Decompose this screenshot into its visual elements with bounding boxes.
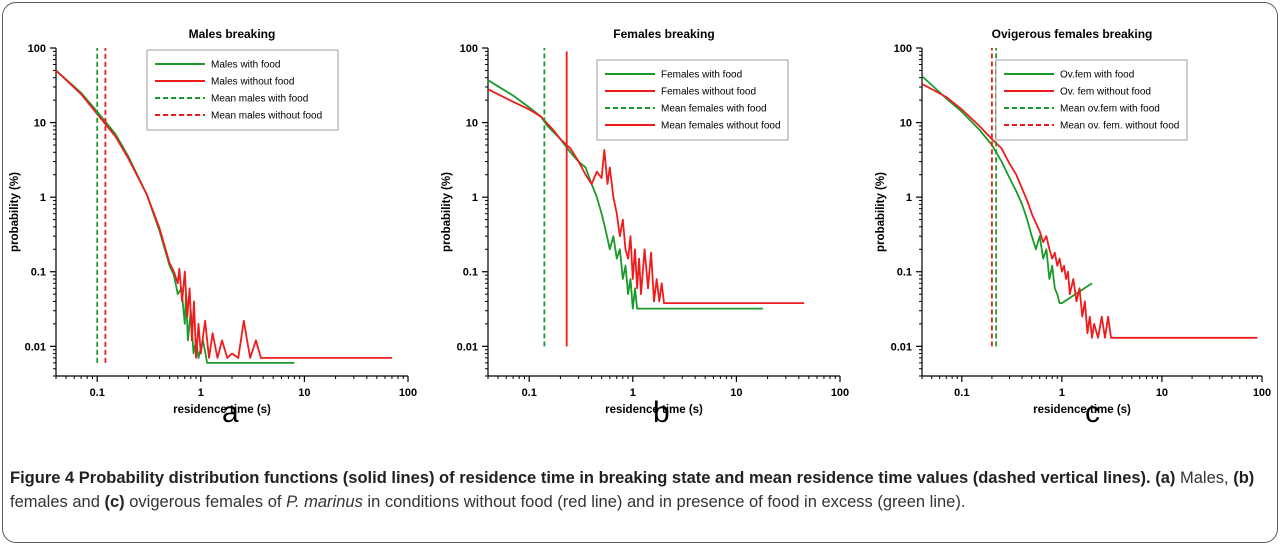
chart3-legend-label: Mean ov. fem. without food [1060, 121, 1179, 132]
chart2-y-tick-label: 1 [472, 192, 478, 204]
chart1-legend-label: Mean males without food [211, 111, 322, 122]
chart2-legend-label: Females without food [661, 87, 756, 98]
chart2-y-tick-label: 0.01 [457, 341, 478, 353]
chart2-legend-label: Females with food [661, 70, 742, 81]
panel-letter-b: b [653, 396, 670, 429]
chart3-legend-label: Mean ov.fem with food [1060, 104, 1160, 115]
chart2-x-tick-label: 0.1 [522, 387, 537, 399]
panel-letter-a: a [222, 396, 239, 429]
chart3-x-tick-label: 1 [1059, 387, 1065, 399]
caption-c-text: ovigerous females of [129, 493, 282, 511]
caption-label: Figure 4 [10, 469, 75, 487]
chart1-legend-label: Mean males with food [211, 94, 308, 105]
chart1-x-tick-label: 1 [198, 387, 204, 399]
chart3-series-1-line [921, 75, 1093, 304]
caption-bold-text: Probability distribution functions (soli… [78, 469, 1151, 487]
chart1-series-2-line [55, 69, 392, 359]
caption-a-tag: (a) [1155, 469, 1176, 487]
chart1-x-tick-label: 0.1 [90, 387, 105, 399]
chart2-x-tick-label: 1 [630, 387, 636, 399]
chart1-x-tick-label: 100 [399, 387, 417, 399]
chart3-x-axis-label: residence time (s) [1033, 404, 1131, 416]
chart3-y-tick-label: 10 [900, 118, 912, 130]
chart2-legend-label: Mean females without food [661, 121, 781, 132]
chart3-y-axis-label: probability (%) [875, 172, 887, 252]
caption-c-tag: (c) [104, 493, 125, 511]
panel-letter-c: c [1085, 396, 1100, 429]
chart2-x-tick-label: 10 [730, 387, 742, 399]
caption-a-text: Males, [1180, 469, 1229, 487]
chart3-y-tick-label: 1 [906, 192, 912, 204]
chart2-y-tick-label: 100 [460, 43, 478, 55]
caption-b-tag: (b) [1233, 469, 1255, 487]
chart2-title: Females breaking [613, 27, 714, 41]
caption-species: P. marinus [286, 493, 363, 511]
chart2-series-2-line [487, 88, 805, 304]
chart2-y-tick-label: 0.1 [463, 267, 478, 279]
chart3-title: Ovigerous females breaking [992, 27, 1153, 41]
chart3-y-tick-label: 100 [894, 43, 912, 55]
chart1-legend-label: Males with food [211, 60, 280, 71]
chart3-x-tick-label: 0.1 [954, 387, 969, 399]
chart1-title: Males breaking [189, 27, 276, 41]
chart1-x-axis-label: residence time (s) [173, 404, 271, 416]
figure-caption: Figure 4 Probability distribution functi… [10, 466, 1270, 514]
chart2-legend-label: Mean females with food [661, 104, 767, 115]
chart3-legend-label: Ov.fem with food [1060, 70, 1134, 81]
chart2-series-1-line [487, 79, 763, 310]
caption-b-text: females and [10, 493, 100, 511]
chart1-y-axis-label: probability (%) [9, 172, 21, 252]
chart1-x-tick-label: 10 [298, 387, 310, 399]
chart1-y-tick-label: 10 [34, 118, 46, 130]
chart3-y-tick-label: 0.1 [897, 267, 912, 279]
chart2-y-axis-label: probability (%) [441, 172, 453, 252]
chart1-y-tick-label: 0.1 [31, 267, 46, 279]
chart2-y-tick-label: 10 [466, 118, 478, 130]
chart2-x-tick-label: 100 [831, 387, 849, 399]
chart1-y-tick-label: 1 [40, 192, 46, 204]
chart3-x-tick-label: 100 [1253, 387, 1271, 399]
chart3-legend-label: Ov. fem without food [1060, 87, 1151, 98]
chart3-series-2-line [921, 83, 1258, 339]
chart1-legend-label: Males without food [211, 77, 294, 88]
chart2-x-axis-label: residence time (s) [605, 404, 703, 416]
caption-rest: in conditions without food (red line) an… [367, 493, 966, 511]
chart3-x-tick-label: 10 [1156, 387, 1168, 399]
chart1-y-tick-label: 0.01 [25, 341, 46, 353]
chart1-y-tick-label: 100 [28, 43, 46, 55]
chart3-y-tick-label: 0.01 [891, 341, 912, 353]
